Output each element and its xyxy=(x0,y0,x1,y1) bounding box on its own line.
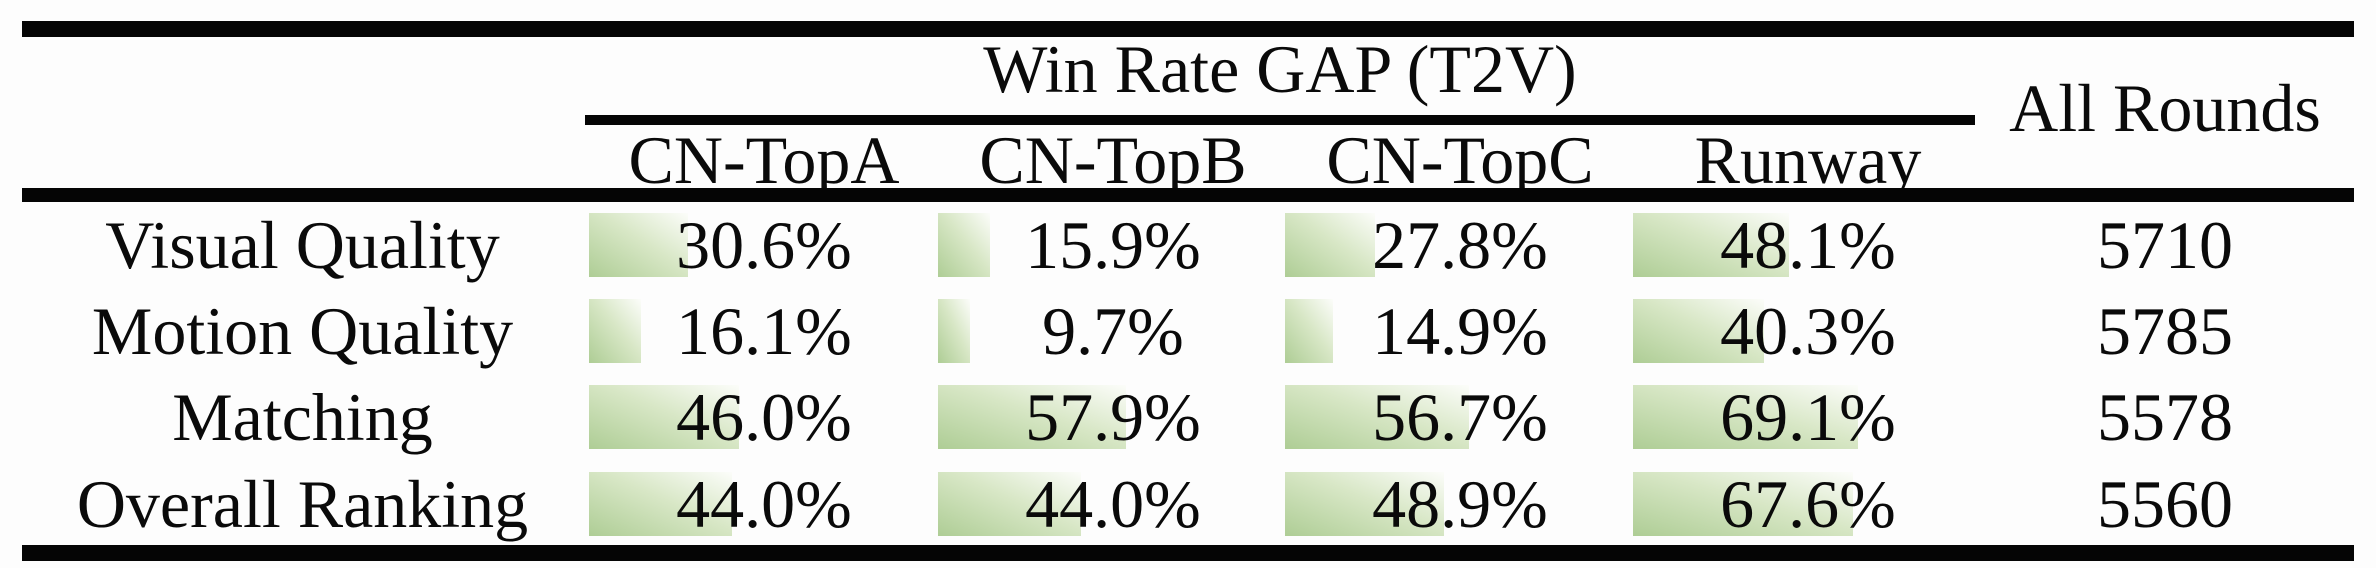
value-cell-runway: 67.6% xyxy=(1720,466,1896,542)
databar-cn-topa xyxy=(589,385,739,449)
table-row-overall-ranking: Overall Ranking 44.0% 44.0% 48.9% 67.6% … xyxy=(0,466,2376,542)
value-cell-cn-topb: 9.7% xyxy=(1042,293,1184,369)
value-cell-cn-topc: 48.9% xyxy=(1372,466,1548,542)
row-label: Visual Quality xyxy=(105,207,500,283)
column-group-title: Win Rate GAP (T2V) xyxy=(983,31,1577,107)
group-underline-rule xyxy=(585,115,1975,125)
databar-runway xyxy=(1633,299,1764,363)
value-cell-cn-topb: 15.9% xyxy=(1025,207,1201,283)
value-cell-runway: 48.1% xyxy=(1720,207,1896,283)
value-cell-cn-topb: 44.0% xyxy=(1025,466,1201,542)
value-cell-cn-topb: 57.9% xyxy=(1025,379,1201,455)
databar-cn-topc xyxy=(1285,385,1470,449)
all-rounds-cell: 5560 xyxy=(2097,466,2233,542)
column-header-cn-topb: CN-TopB xyxy=(979,122,1247,198)
databar-cn-topb xyxy=(938,213,990,277)
value-cell-cn-topa: 44.0% xyxy=(676,466,852,542)
databar-cn-topa xyxy=(589,299,642,363)
all-rounds-cell: 5785 xyxy=(2097,293,2233,369)
all-rounds-cell: 5710 xyxy=(2097,207,2233,283)
value-cell-cn-topa: 46.0% xyxy=(676,379,852,455)
databar-cn-topb xyxy=(938,299,970,363)
column-header-runway: Runway xyxy=(1694,122,1922,198)
row-label: Matching xyxy=(172,379,433,455)
databar-cn-topb xyxy=(938,472,1081,536)
table-top-rule xyxy=(22,21,2354,37)
all-rounds-cell: 5578 xyxy=(2097,379,2233,455)
databar-cn-topc xyxy=(1285,213,1376,277)
databar-runway xyxy=(1633,385,1858,449)
value-cell-cn-topc: 14.9% xyxy=(1372,293,1548,369)
row-label: Motion Quality xyxy=(91,293,514,369)
databar-cn-topc xyxy=(1285,472,1444,536)
databar-cn-topb xyxy=(938,385,1127,449)
value-cell-cn-topa: 30.6% xyxy=(676,207,852,283)
header-separator-rule xyxy=(22,188,2354,202)
table-row-matching: Matching 46.0% 57.9% 56.7% 69.1% 5578 xyxy=(0,379,2376,455)
column-header-all-rounds: All Rounds xyxy=(2009,70,2321,146)
table-row-visual-quality: Visual Quality 30.6% 15.9% 27.8% 48.1% 5… xyxy=(0,207,2376,283)
column-header-cn-topa: CN-TopA xyxy=(628,122,900,198)
databar-runway xyxy=(1633,213,1790,277)
table-bottom-rule xyxy=(22,545,2354,561)
databar-runway xyxy=(1633,472,1853,536)
value-cell-cn-topa: 16.1% xyxy=(676,293,852,369)
value-cell-cn-topc: 56.7% xyxy=(1372,379,1548,455)
databar-cn-topa xyxy=(589,472,732,536)
table-row-motion-quality: Motion Quality 16.1% 9.7% 14.9% 40.3% 57… xyxy=(0,293,2376,369)
column-header-cn-topc: CN-TopC xyxy=(1326,122,1594,198)
value-cell-runway: 69.1% xyxy=(1720,379,1896,455)
databar-cn-topa xyxy=(589,213,689,277)
databar-cn-topc xyxy=(1285,299,1334,363)
value-cell-runway: 40.3% xyxy=(1720,293,1896,369)
value-cell-cn-topc: 27.8% xyxy=(1372,207,1548,283)
row-label: Overall Ranking xyxy=(76,466,529,542)
